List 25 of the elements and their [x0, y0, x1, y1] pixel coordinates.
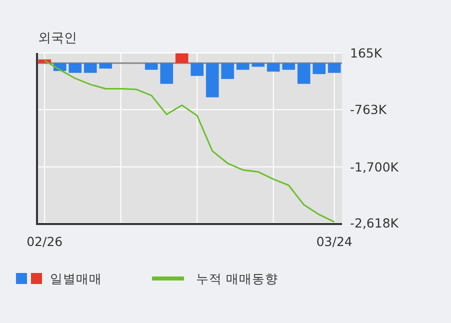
chart-title: 외국인	[38, 31, 77, 46]
bar	[297, 63, 310, 84]
bar	[84, 63, 97, 73]
legend-label: 일별매매	[50, 271, 102, 286]
bar	[99, 63, 112, 69]
y-tick-label: -1,700K	[350, 159, 400, 174]
bar	[160, 63, 174, 84]
bar	[190, 63, 204, 76]
y-tick-label: 165K	[350, 46, 383, 60]
x-tick-label: 02/26	[26, 234, 63, 249]
bar	[144, 63, 158, 70]
bar	[328, 63, 341, 73]
x-tick-label: 03/24	[316, 234, 352, 249]
bar	[221, 63, 234, 79]
bar	[312, 63, 326, 74]
bar	[266, 63, 280, 72]
y-tick-label: -763K	[350, 102, 388, 118]
bar	[206, 63, 219, 98]
y-tick-label: -2,618K	[350, 216, 400, 230]
bar	[175, 53, 188, 64]
bar	[236, 63, 250, 70]
bar	[68, 63, 82, 73]
bar	[282, 63, 296, 70]
legend-label: 누적 매매동향	[196, 271, 278, 286]
bar	[252, 63, 265, 67]
